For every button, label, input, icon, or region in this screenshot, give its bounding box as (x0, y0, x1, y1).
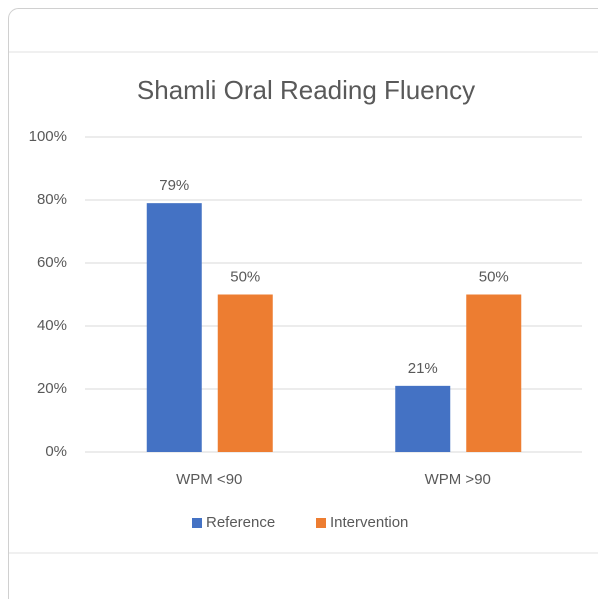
x-tick-label: WPM >90 (425, 471, 491, 488)
data-label: 50% (230, 268, 260, 285)
data-label: 21% (408, 360, 438, 377)
legend-label: Reference (206, 514, 275, 531)
legend-label: Intervention (330, 514, 408, 531)
y-tick-label: 0% (45, 443, 67, 460)
y-tick-label: 60% (37, 254, 67, 271)
data-label: 79% (159, 177, 189, 194)
bar (217, 294, 273, 452)
data-label: 50% (479, 268, 509, 285)
bar (395, 385, 451, 452)
legend-swatch (316, 518, 326, 528)
y-tick-label: 20% (37, 380, 67, 397)
y-tick-label: 40% (37, 317, 67, 334)
y-tick-label: 100% (29, 128, 67, 145)
bar (466, 294, 522, 452)
chart-title: Shamli Oral Reading Fluency (137, 75, 475, 105)
legend-swatch (192, 518, 202, 528)
x-tick-label: WPM <90 (176, 471, 242, 488)
bar (146, 203, 202, 452)
y-tick-label: 80% (37, 191, 67, 208)
